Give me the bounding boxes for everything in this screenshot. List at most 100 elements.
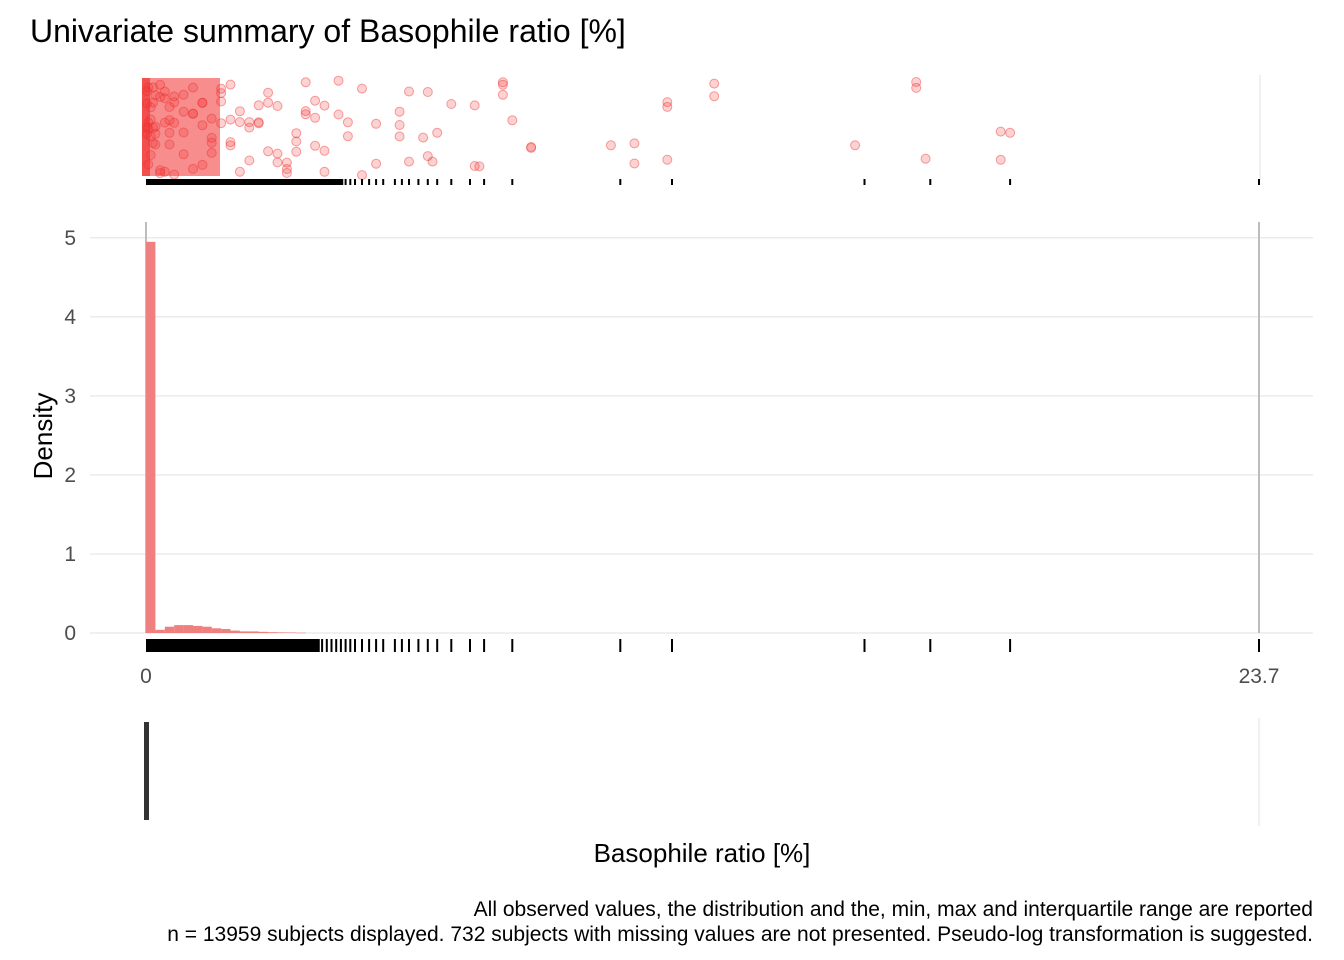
x-axis-title: Basophile ratio [%] — [594, 838, 811, 868]
jitter-point — [310, 112, 321, 123]
jitter-point — [281, 168, 292, 178]
jitter-point — [141, 122, 152, 133]
y-tick-label: 2 — [64, 464, 76, 487]
jitter-point — [150, 139, 161, 150]
jitter-point — [272, 101, 283, 111]
jitter-point — [263, 146, 274, 157]
jitter-point — [159, 93, 170, 104]
jitter-point — [143, 82, 154, 93]
caption-line-2: n = 13959 subjects displayed. 732 subjec… — [167, 923, 1313, 946]
jitter-point — [291, 128, 302, 139]
jitter-point — [164, 102, 175, 112]
jitter-outlier-point — [662, 101, 673, 112]
histogram-bar — [164, 626, 175, 633]
jitter-point — [709, 91, 720, 102]
jitter-point — [216, 88, 227, 99]
jitter-outlier-point — [404, 86, 414, 97]
jitter-point — [253, 118, 264, 129]
jitter-point — [911, 82, 922, 93]
histogram-bar — [239, 631, 250, 633]
jitter-point — [216, 96, 227, 107]
jitter-outlier-point — [427, 156, 438, 167]
histogram-bar — [230, 630, 240, 633]
jitter-point — [145, 150, 156, 160]
jitter-point — [319, 145, 330, 156]
jitter-point — [371, 158, 382, 169]
jitter-point — [169, 169, 180, 180]
jitter-point — [253, 100, 264, 111]
jitter-point — [216, 118, 227, 129]
histogram-gridlines — [90, 237, 1313, 634]
jitter-point — [319, 166, 330, 177]
jitter-point — [148, 138, 158, 149]
jitter-point — [197, 97, 208, 108]
jitter-points — [141, 75, 1016, 181]
jitter-point — [526, 142, 537, 153]
jitter-point — [244, 155, 255, 166]
jitter-outlier-point — [418, 132, 429, 143]
jitter-outlier-point — [432, 127, 443, 138]
jitter-point — [206, 113, 217, 124]
jitter-outlier-point — [446, 99, 457, 109]
jitter-outlier-point — [850, 140, 861, 151]
jitter-point — [995, 154, 1006, 165]
y-tick-label: 3 — [64, 385, 76, 408]
jitter-point — [141, 86, 152, 97]
jitter-outlier-point — [507, 115, 518, 126]
histogram-rug-dense — [146, 639, 320, 652]
jitter-point — [281, 164, 292, 174]
histogram-bar — [193, 625, 203, 633]
jitter-point — [263, 87, 274, 98]
box-iqr — [144, 722, 149, 820]
histogram-bar — [155, 629, 165, 633]
jitter-point — [143, 123, 154, 134]
jitter-point — [310, 95, 321, 106]
jitter-point — [169, 117, 180, 128]
jitter-point — [263, 97, 274, 108]
jitter-point — [234, 117, 245, 128]
histogram-bar — [277, 632, 287, 633]
histogram-bar — [211, 628, 222, 633]
jitter-point — [178, 106, 189, 117]
jitter-point — [469, 100, 480, 111]
jitter-outlier-point — [920, 153, 931, 164]
jitter-point — [394, 131, 405, 142]
jitter-outlier-point — [404, 156, 414, 167]
histogram-bar — [296, 632, 306, 634]
y-tick-label: 4 — [64, 306, 76, 329]
x-tick-label: 0 — [140, 665, 152, 688]
jitter-point — [911, 77, 922, 87]
jitter-point — [148, 97, 158, 108]
jitter-point — [333, 75, 344, 86]
histogram-bars — [146, 241, 306, 634]
histogram-bar — [202, 626, 212, 633]
jitter-point — [188, 108, 198, 119]
jitter-point — [272, 148, 283, 159]
jitter-point — [148, 82, 158, 93]
jitter-point — [197, 120, 208, 131]
jitter-point — [143, 159, 154, 170]
jitter-point — [422, 87, 433, 97]
jitter-point — [188, 108, 198, 119]
jitter-point — [164, 115, 175, 126]
jitter-point — [469, 161, 480, 171]
jitter-point — [526, 142, 537, 152]
jitter-outlier-point — [605, 140, 616, 151]
histogram-bar — [221, 629, 231, 633]
box-panel — [144, 718, 1260, 826]
jitter-point — [216, 83, 227, 94]
jitter-point — [150, 121, 161, 132]
jitter-point — [291, 146, 302, 157]
jitter-point — [342, 117, 353, 128]
jitter-point — [225, 114, 236, 125]
jitter-point — [155, 168, 166, 179]
jitter-dense-cluster — [142, 78, 150, 176]
y-axis-title: Density — [28, 393, 58, 480]
jitter-point — [300, 77, 311, 88]
jitter-point — [169, 91, 180, 102]
jitter-point — [225, 79, 236, 90]
jitter-point — [145, 102, 156, 113]
jitter-point — [188, 82, 198, 93]
jitter-dense-cloud — [150, 78, 220, 176]
chart-title: Univariate summary of Basophile ratio [%… — [30, 13, 626, 49]
